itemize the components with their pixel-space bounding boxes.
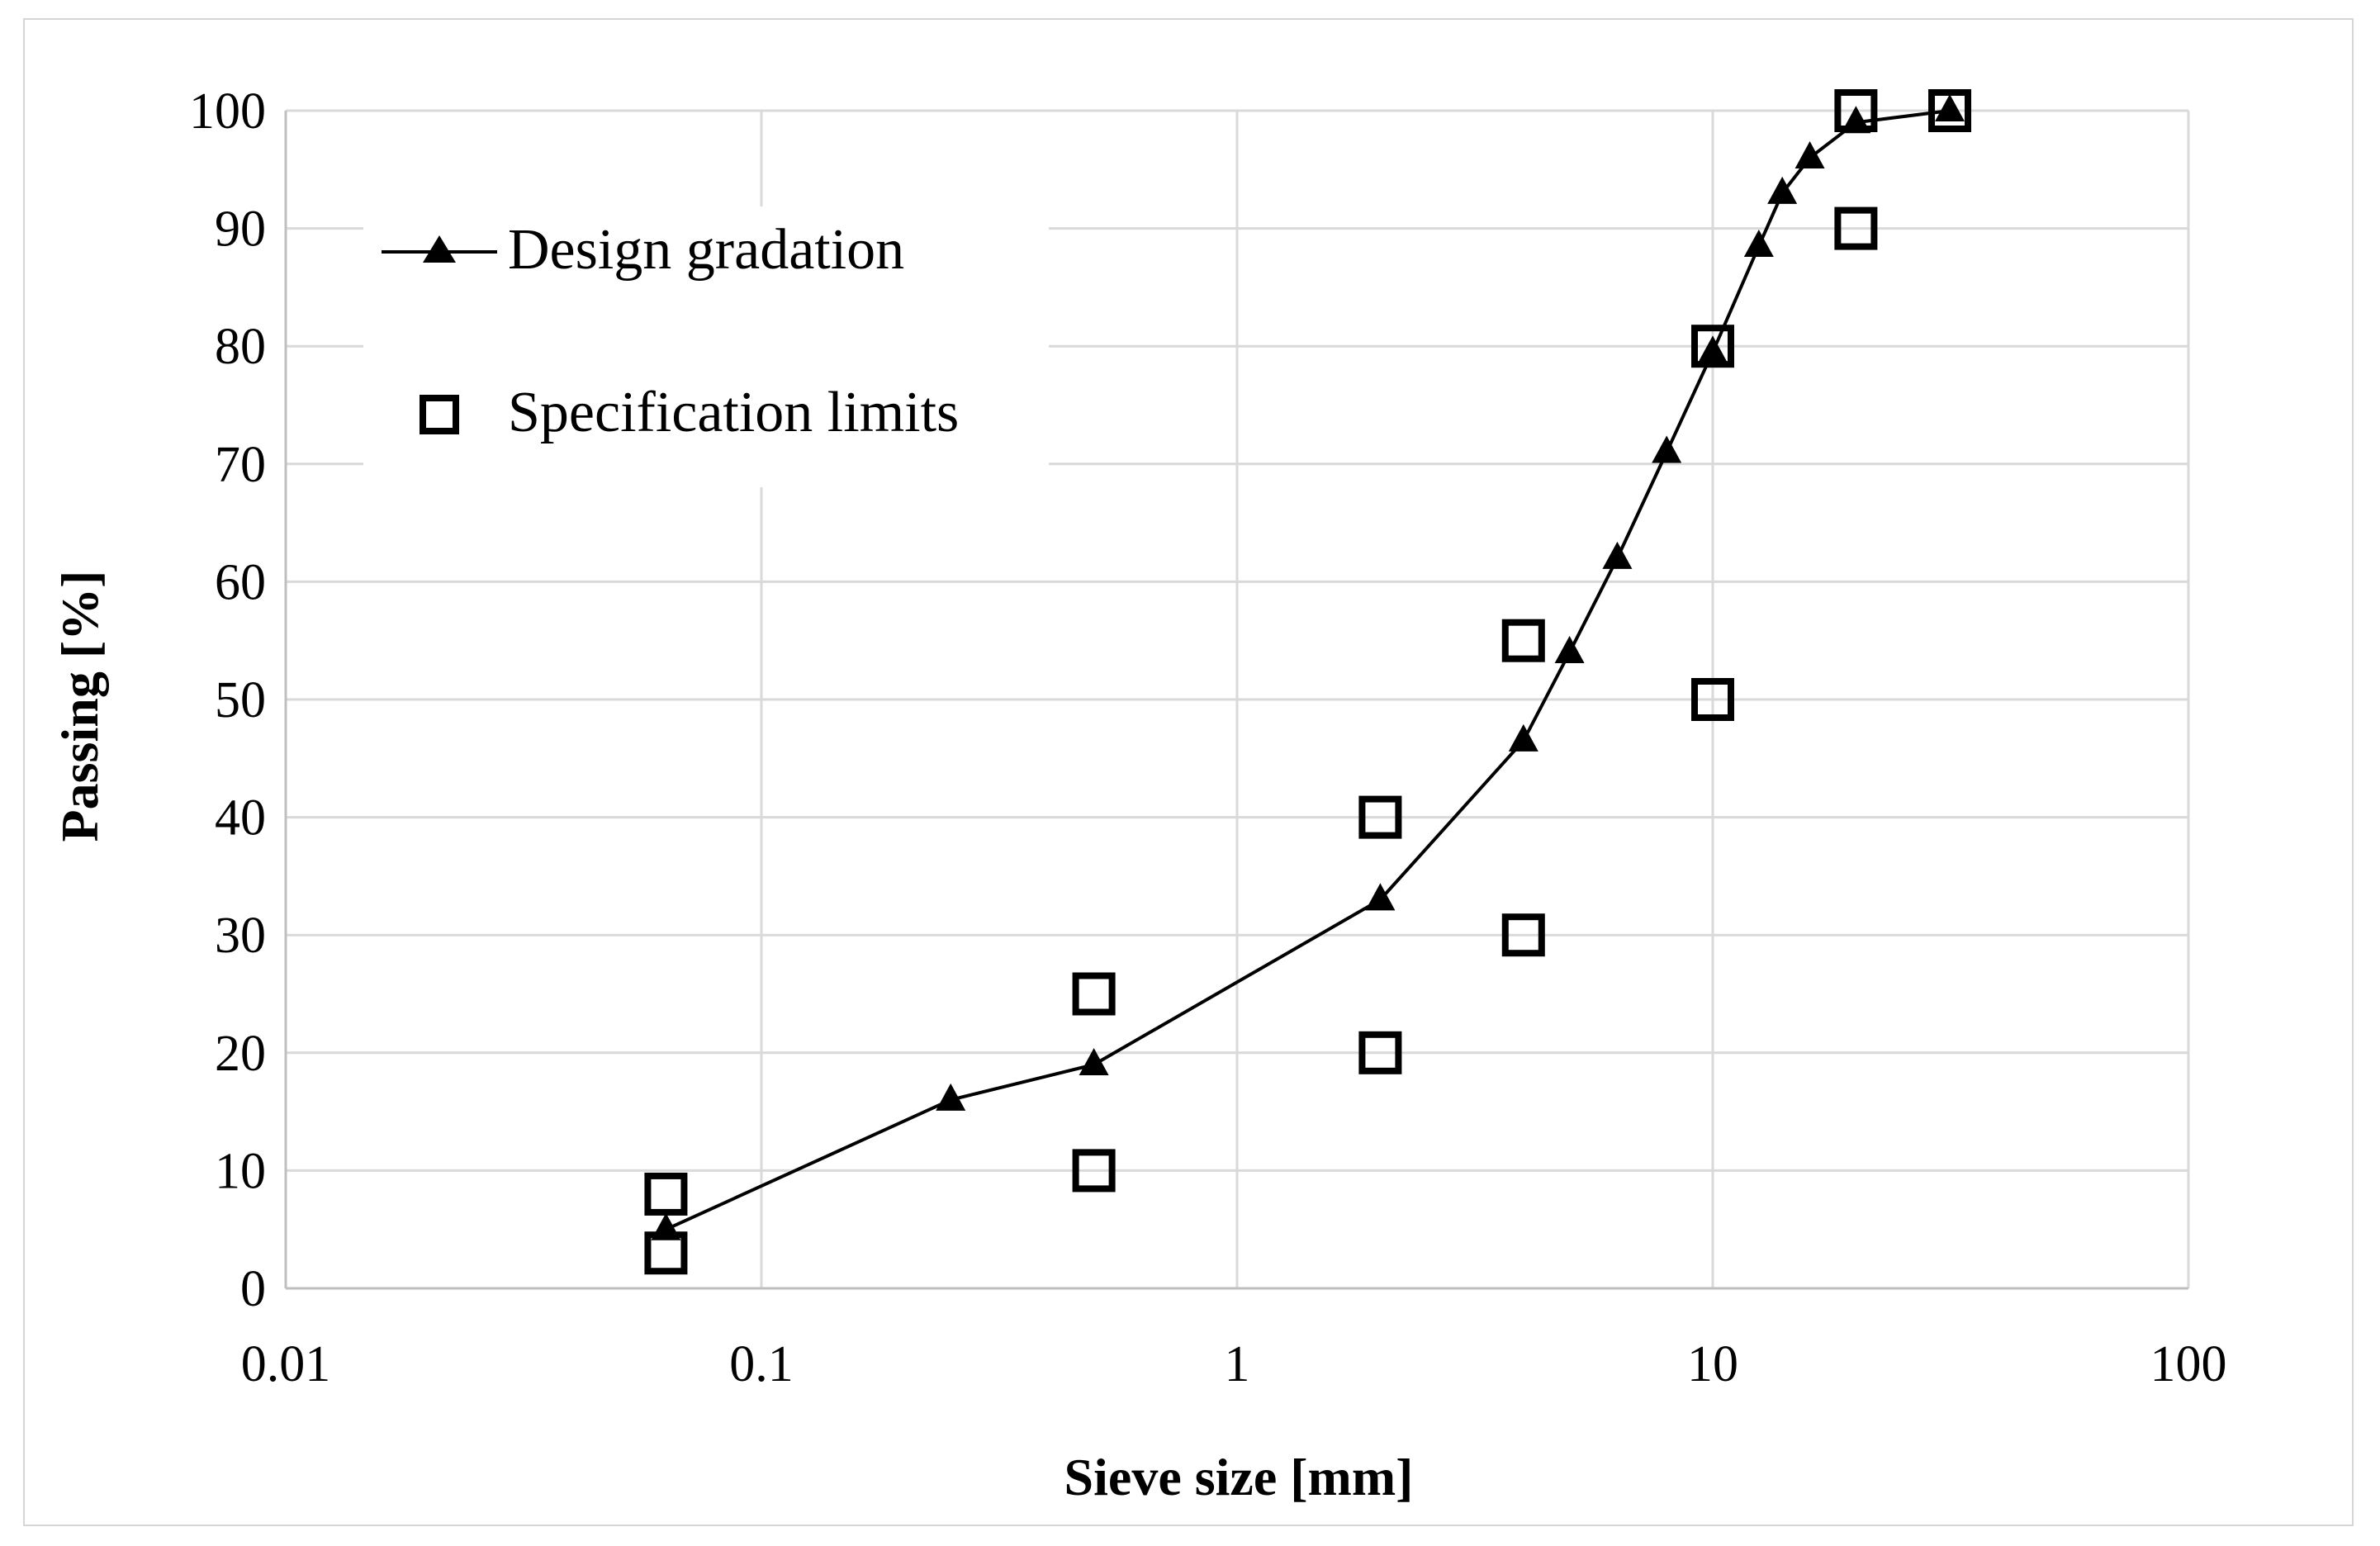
y-tick-label: 70 bbox=[215, 437, 266, 493]
specification-limit-point bbox=[1834, 206, 1878, 250]
design-gradation-point bbox=[1652, 435, 1682, 463]
design-gradation-point bbox=[1365, 883, 1396, 911]
x-tick-label: 0.01 bbox=[241, 1336, 331, 1392]
y-tick-label: 60 bbox=[215, 554, 266, 610]
specification-limit-point bbox=[644, 1172, 688, 1216]
legend: Design gradation Specification limits bbox=[363, 206, 1049, 487]
legend-triangle-marker bbox=[423, 235, 456, 263]
x-tick-label: 0.1 bbox=[729, 1336, 794, 1392]
specification-limit-point bbox=[1928, 89, 1972, 132]
specification-limit-point bbox=[1834, 89, 1878, 132]
specification-limit-point bbox=[1358, 795, 1402, 839]
design-gradation-point bbox=[1794, 141, 1825, 169]
legend-label-design-gradation: Design gradation bbox=[508, 218, 904, 282]
specification-limit-point bbox=[1691, 678, 1734, 721]
y-tick-label: 80 bbox=[215, 319, 266, 375]
specification-limit-point bbox=[1072, 1149, 1116, 1193]
design-gradation-point bbox=[1935, 94, 1965, 121]
x-tick-label: 1 bbox=[1225, 1336, 1250, 1392]
y-tick-label: 50 bbox=[215, 672, 266, 728]
y-tick-label: 10 bbox=[215, 1143, 266, 1199]
y-tick-label: 0 bbox=[240, 1261, 266, 1317]
series bbox=[644, 89, 1972, 1275]
specification-limit-point bbox=[1501, 913, 1545, 957]
legend-label-specification-limits: Specification limits bbox=[508, 381, 959, 444]
design-gradation-point bbox=[1602, 541, 1633, 569]
x-axis-title: Sieve size [mm] bbox=[1064, 1448, 1414, 1506]
x-tick-label: 10 bbox=[1687, 1336, 1738, 1392]
specification-limit-point bbox=[1072, 972, 1116, 1016]
y-tick-label: 30 bbox=[215, 908, 266, 964]
x-tick-label: 100 bbox=[2150, 1336, 2227, 1392]
design-gradation-point bbox=[1698, 335, 1728, 363]
design-gradation-point bbox=[1554, 635, 1585, 663]
design-gradation-point bbox=[1508, 723, 1538, 752]
design-gradation-point bbox=[1743, 229, 1774, 257]
y-tick-label: 40 bbox=[215, 790, 266, 847]
axes bbox=[284, 111, 2188, 1290]
y-tick-label: 20 bbox=[215, 1026, 266, 1082]
legend-square-marker bbox=[420, 395, 459, 434]
design-gradation-point bbox=[1079, 1048, 1109, 1076]
specification-limit-point bbox=[1358, 1031, 1402, 1074]
specification-limit-point bbox=[1691, 325, 1734, 368]
specification-limit-point bbox=[644, 1231, 688, 1275]
specification-limit-point bbox=[1501, 619, 1545, 662]
design-gradation-point bbox=[936, 1083, 966, 1111]
y-tick-label: 100 bbox=[189, 83, 266, 140]
design-gradation-point bbox=[1767, 176, 1798, 204]
y-axis-title: Passing [%] bbox=[50, 571, 109, 842]
y-tick-label: 90 bbox=[215, 202, 266, 258]
tick-labels: 0 10 20 30 40 50 60 70 80 90 100 0.01 0.1 1 10 100 bbox=[189, 83, 2227, 1392]
